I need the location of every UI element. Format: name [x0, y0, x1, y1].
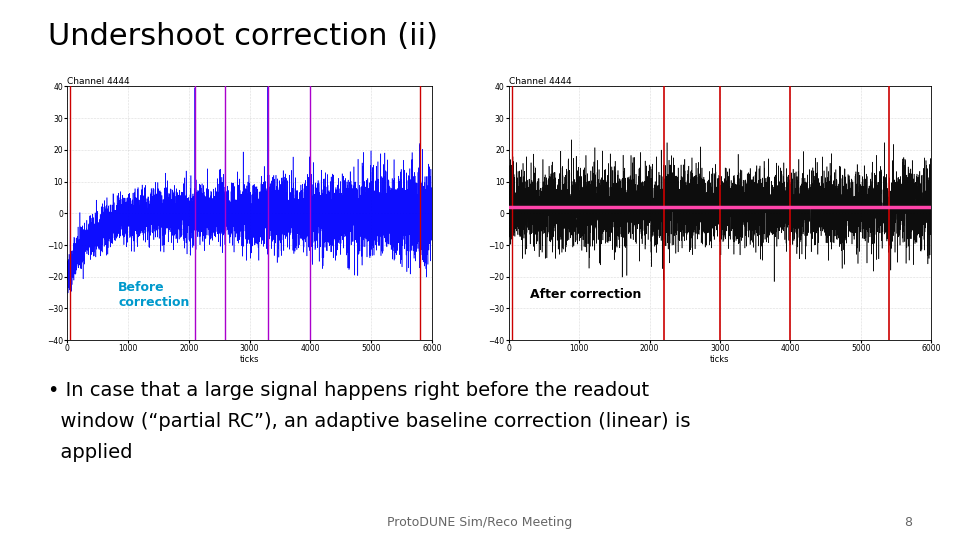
Text: • In case that a large signal happens right before the readout: • In case that a large signal happens ri… — [48, 381, 649, 400]
Text: window (“partial RC”), an adaptive baseline correction (linear) is: window (“partial RC”), an adaptive basel… — [48, 412, 690, 431]
Text: applied: applied — [48, 443, 132, 462]
Text: ProtoDUNE Sim/Reco Meeting: ProtoDUNE Sim/Reco Meeting — [388, 516, 572, 529]
Text: Undershoot correction (ii): Undershoot correction (ii) — [48, 22, 438, 51]
X-axis label: ticks: ticks — [240, 355, 259, 364]
X-axis label: ticks: ticks — [710, 355, 730, 364]
Text: Channel 4444: Channel 4444 — [67, 77, 130, 86]
Text: 8: 8 — [904, 516, 912, 529]
Text: Before
correction: Before correction — [118, 280, 190, 308]
Text: Channel 4444: Channel 4444 — [509, 77, 571, 86]
Text: After correction: After correction — [530, 288, 641, 301]
